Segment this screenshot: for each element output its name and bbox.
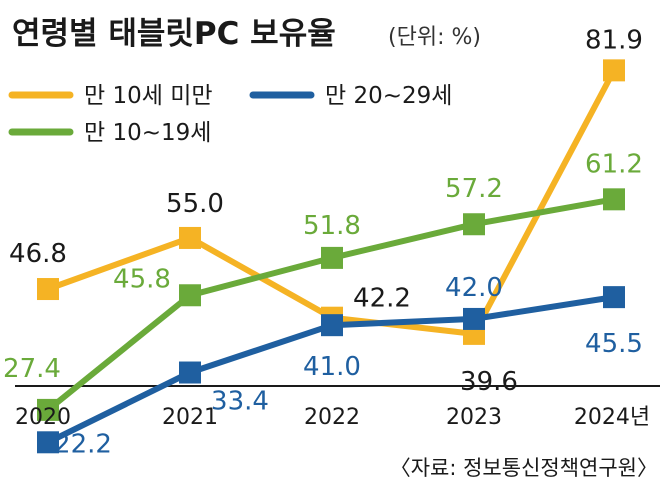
marker-10to19-2023	[463, 213, 485, 236]
unit-label: (단위: %)	[388, 25, 481, 50]
marker-under10-2024년	[603, 59, 625, 82]
data-label-10to19-2021: 45.8	[113, 264, 171, 294]
data-label-10to19-2024년: 61.2	[585, 149, 643, 179]
marker-under10-2021	[179, 226, 201, 249]
data-label-under10-2022: 42.2	[353, 284, 411, 314]
data-label-under10-2024년: 81.9	[585, 25, 643, 55]
x-tick-labels: 2020 2021 2022 2023 2024년	[15, 405, 650, 430]
data-label-20to29-2020: 22.2	[54, 429, 112, 459]
data-label-10to19-2022: 51.8	[303, 211, 361, 241]
data-label-20to29-2023: 42.0	[445, 273, 503, 303]
marker-10to19-2020	[37, 398, 59, 421]
marker-20to29-2024년	[603, 286, 625, 309]
x-tick-2023: 2023	[446, 405, 502, 430]
marker-20to29-2020	[37, 431, 59, 454]
marker-10to19-2022	[321, 246, 343, 269]
x-tick-2020: 2020	[15, 405, 71, 430]
legend-label-20to29: 만 20~29세	[325, 83, 452, 109]
marker-20to29-2022	[321, 314, 343, 337]
chart-title: 연령별 태블릿PC 보유율	[12, 16, 336, 52]
data-label-under10-2020: 46.8	[9, 239, 67, 269]
x-tick-2021: 2021	[162, 405, 218, 430]
line-under10	[46, 68, 617, 337]
marker-20to29-2023	[463, 307, 485, 330]
x-tick-2024년: 2024년	[574, 405, 650, 430]
marker-10to19-2024년	[603, 188, 625, 211]
marker-20to29-2021	[179, 361, 201, 384]
source-note: 〈자료: 정보통신정책연구원〉	[390, 456, 658, 480]
legend-label-under10: 만 10세 미만	[84, 83, 213, 109]
marker-10to19-2021	[179, 284, 201, 307]
data-label-under10-2023: 39.6	[460, 367, 518, 397]
series-markers	[37, 59, 625, 454]
legend: 만 10세 미만 만 20~29세 만 10~19세	[8, 83, 452, 146]
legend-label-10to19: 만 10~19세	[84, 120, 211, 146]
x-tick-2022: 2022	[304, 405, 360, 430]
marker-under10-2020	[37, 278, 59, 301]
data-label-10to19-2020: 27.4	[3, 354, 61, 384]
data-label-10to19-2023: 57.2	[445, 174, 503, 204]
data-label-20to29-2021: 33.4	[211, 387, 269, 417]
data-label-20to29-2024년: 45.5	[585, 329, 643, 359]
data-label-under10-2021: 55.0	[166, 189, 224, 219]
data-label-20to29-2022: 41.0	[303, 352, 361, 382]
data-labels: 46.8 55.0 42.2 39.6 81.9 22.2 33.4 41.0 42.0 45.5…	[3, 25, 643, 459]
